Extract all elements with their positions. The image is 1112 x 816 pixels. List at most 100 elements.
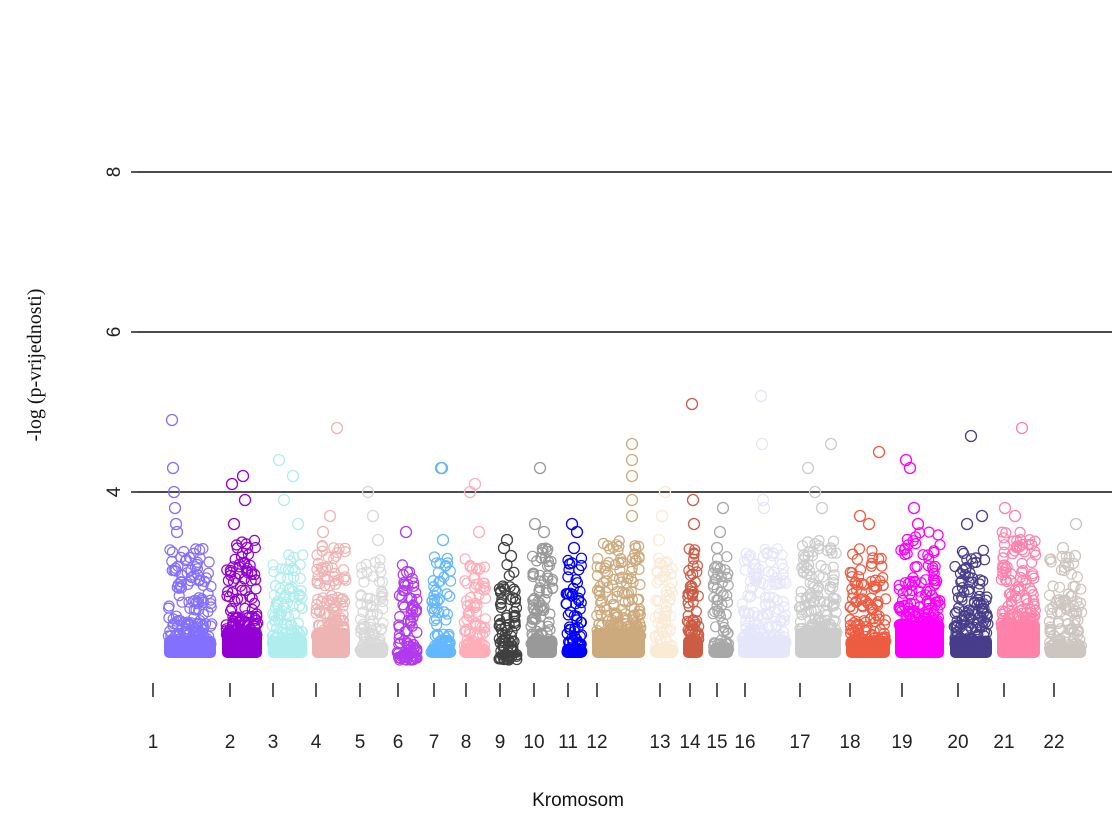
- data-point: [193, 592, 205, 604]
- top-hit-point: [907, 501, 921, 515]
- top-hit-point: [570, 525, 584, 539]
- data-point: [665, 646, 678, 658]
- data-point: [721, 642, 734, 655]
- data-point: [659, 570, 671, 583]
- data-point: [598, 601, 610, 614]
- top-hit-point: [824, 437, 838, 451]
- data-point: [1060, 629, 1072, 641]
- data-point: [370, 636, 382, 648]
- data-point: [544, 624, 556, 636]
- data-point: [270, 623, 283, 635]
- data-points: [162, 389, 1088, 666]
- data-point: [962, 607, 974, 619]
- data-point: [248, 597, 260, 610]
- data-point: [226, 602, 238, 615]
- data-point: [335, 597, 347, 609]
- data-point: [397, 584, 409, 597]
- data-point: [997, 532, 1010, 544]
- top-hit-point: [436, 533, 450, 547]
- top-hit-point: [710, 541, 724, 555]
- top-hit-point: [272, 453, 286, 467]
- data-point: [1004, 604, 1016, 616]
- x-tick-label-15: 15: [706, 732, 727, 753]
- y-axis-ticks: 4 6 8: [104, 167, 137, 497]
- data-point: [407, 577, 420, 589]
- data-point: [963, 609, 975, 621]
- data-point: [807, 545, 819, 558]
- data-point: [1015, 566, 1028, 578]
- data-point: [893, 583, 905, 595]
- data-point: [630, 542, 642, 554]
- data-point: [804, 588, 817, 600]
- data-point: [1054, 596, 1066, 608]
- data-point: [227, 561, 239, 573]
- data-point: [777, 562, 789, 575]
- data-point: [366, 601, 378, 613]
- data-point: [470, 619, 482, 631]
- data-point: [534, 602, 546, 614]
- data-point: [1027, 594, 1040, 606]
- data-point: [1056, 550, 1068, 562]
- data-point: [686, 588, 698, 601]
- data-point: [998, 546, 1010, 558]
- data-point: [622, 630, 634, 642]
- data-point: [687, 638, 700, 650]
- data-point: [1044, 637, 1056, 649]
- data-point: [661, 556, 673, 568]
- data-point: [970, 556, 982, 569]
- data-point: [899, 548, 911, 561]
- data-point: [997, 566, 1009, 578]
- data-point: [827, 561, 839, 573]
- chromosome-5-points: [354, 485, 389, 658]
- data-point: [720, 608, 732, 621]
- top-hit-point: [168, 501, 182, 515]
- data-point: [1014, 571, 1027, 583]
- x-tick-label-11: 11: [558, 732, 578, 753]
- data-point: [239, 616, 251, 628]
- data-point: [949, 560, 961, 573]
- top-hit-point: [713, 525, 727, 539]
- x-tick-label-21: 21: [993, 732, 1014, 753]
- data-point: [472, 578, 484, 590]
- data-point: [591, 609, 603, 622]
- data-point: [617, 556, 629, 568]
- data-point: [330, 625, 342, 638]
- data-point: [220, 623, 232, 635]
- data-point: [923, 553, 935, 565]
- data-point: [869, 581, 881, 593]
- data-point: [285, 555, 297, 567]
- data-point: [844, 613, 856, 626]
- chromosome-22-points: [1043, 517, 1088, 658]
- data-point: [197, 628, 209, 640]
- data-point: [1028, 572, 1040, 584]
- data-point: [574, 603, 586, 615]
- data-point: [358, 620, 370, 633]
- data-point: [296, 626, 308, 638]
- data-point: [854, 619, 866, 632]
- x-tick-label-3: 3: [268, 732, 279, 753]
- data-point: [1043, 589, 1056, 601]
- data-point: [923, 526, 935, 538]
- data-point: [1022, 598, 1034, 610]
- data-point: [899, 577, 911, 589]
- data-point: [458, 616, 470, 628]
- data-point: [722, 638, 735, 650]
- data-point: [828, 569, 840, 581]
- data-point: [691, 615, 703, 627]
- data-point: [651, 595, 664, 608]
- data-point: [739, 564, 751, 576]
- data-point: [972, 629, 984, 642]
- x-axis-label: Kromosom: [532, 790, 624, 811]
- data-point: [1059, 557, 1072, 569]
- data-point: [596, 595, 608, 608]
- data-point: [996, 526, 1008, 538]
- x-tick-label-6: 6: [393, 732, 404, 753]
- data-point: [508, 583, 520, 595]
- data-point: [766, 568, 778, 580]
- data-point: [591, 584, 604, 596]
- data-point: [604, 619, 616, 631]
- data-point: [1045, 556, 1057, 568]
- data-point: [398, 634, 410, 647]
- data-point: [960, 638, 972, 650]
- data-point: [317, 626, 329, 639]
